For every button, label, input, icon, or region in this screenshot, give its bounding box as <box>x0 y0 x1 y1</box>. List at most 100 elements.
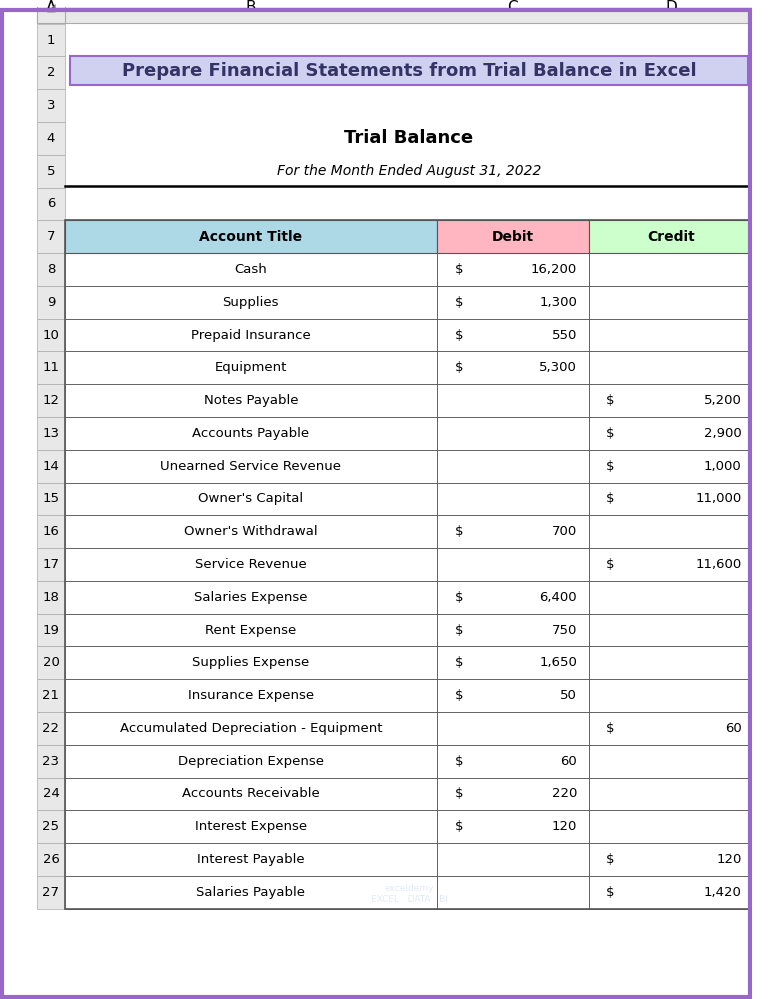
Bar <box>437 450 589 483</box>
Text: 1: 1 <box>47 34 55 47</box>
Bar <box>589 646 753 679</box>
Bar <box>589 876 753 909</box>
Text: Equipment: Equipment <box>214 362 287 375</box>
Bar <box>37 385 65 417</box>
Text: 16: 16 <box>42 525 59 538</box>
Bar <box>37 548 65 580</box>
Text: Cash: Cash <box>234 263 267 276</box>
Bar <box>589 777 753 810</box>
Text: 11,000: 11,000 <box>695 493 742 505</box>
Text: Insurance Expense: Insurance Expense <box>187 689 314 702</box>
Text: Service Revenue: Service Revenue <box>195 558 306 571</box>
Bar <box>589 221 753 253</box>
Text: $: $ <box>455 754 463 767</box>
Bar <box>437 221 589 253</box>
Bar <box>37 319 65 352</box>
Text: 7: 7 <box>47 230 55 243</box>
Text: 15: 15 <box>42 493 59 505</box>
Text: Accounts Payable: Accounts Payable <box>192 427 310 440</box>
Bar <box>437 385 589 417</box>
Text: 21: 21 <box>42 689 59 702</box>
Text: Accounts Receivable: Accounts Receivable <box>182 787 319 800</box>
Text: Rent Expense: Rent Expense <box>205 623 296 636</box>
Bar <box>37 450 65 483</box>
Text: 220: 220 <box>551 787 577 800</box>
Text: Supplies: Supplies <box>223 296 279 309</box>
Text: Interest Payable: Interest Payable <box>197 853 305 866</box>
Bar <box>37 155 65 188</box>
Text: 2: 2 <box>47 66 55 79</box>
Text: 10: 10 <box>42 329 59 342</box>
Text: 60: 60 <box>725 722 742 735</box>
Bar <box>37 0 753 23</box>
Text: 5,300: 5,300 <box>539 362 577 375</box>
Bar <box>37 89 65 122</box>
Text: Prepare Financial Statements from Trial Balance in Excel: Prepare Financial Statements from Trial … <box>121 62 697 80</box>
Bar <box>589 319 753 352</box>
Bar <box>589 744 753 777</box>
Bar <box>65 646 437 679</box>
Bar <box>437 580 589 613</box>
Text: Salaries Payable: Salaries Payable <box>197 886 305 899</box>
Bar <box>37 712 65 744</box>
Text: Supplies Expense: Supplies Expense <box>192 656 310 669</box>
Bar <box>589 515 753 548</box>
Text: 17: 17 <box>42 558 59 571</box>
Bar <box>70 56 748 85</box>
Text: $: $ <box>607 558 615 571</box>
Bar <box>589 613 753 646</box>
Bar <box>589 286 753 319</box>
Bar <box>37 679 65 712</box>
Bar <box>65 580 437 613</box>
Text: $: $ <box>455 263 463 276</box>
Text: $: $ <box>455 623 463 636</box>
Text: $: $ <box>455 787 463 800</box>
Text: 25: 25 <box>42 820 59 833</box>
Bar <box>37 0 65 23</box>
Text: 5: 5 <box>47 165 55 178</box>
Bar <box>437 646 589 679</box>
Bar <box>437 286 589 319</box>
Text: 11,600: 11,600 <box>695 558 742 571</box>
Bar <box>437 483 589 515</box>
Text: Depreciation Expense: Depreciation Expense <box>177 754 324 767</box>
Bar <box>65 613 437 646</box>
Bar <box>65 385 437 417</box>
Bar <box>37 122 65 155</box>
Bar <box>437 810 589 843</box>
Bar <box>37 515 65 548</box>
Text: 700: 700 <box>551 525 577 538</box>
Text: Prepaid Insurance: Prepaid Insurance <box>191 329 310 342</box>
Bar <box>37 188 65 221</box>
Bar <box>589 580 753 613</box>
Text: Notes Payable: Notes Payable <box>204 394 298 407</box>
Bar <box>437 253 589 286</box>
Text: 120: 120 <box>717 853 742 866</box>
Text: B: B <box>246 0 256 15</box>
Text: Unearned Service Revenue: Unearned Service Revenue <box>161 460 341 473</box>
Text: 6: 6 <box>47 198 55 211</box>
Text: 18: 18 <box>42 590 59 603</box>
Text: $: $ <box>607 493 615 505</box>
Text: $: $ <box>455 590 463 603</box>
Bar <box>437 515 589 548</box>
Text: Accumulated Depreciation - Equipment: Accumulated Depreciation - Equipment <box>120 722 382 735</box>
Bar <box>65 744 437 777</box>
Text: 4: 4 <box>47 132 55 145</box>
Text: Salaries Expense: Salaries Expense <box>194 590 307 603</box>
Bar <box>37 613 65 646</box>
Text: 23: 23 <box>42 754 59 767</box>
Text: $: $ <box>455 525 463 538</box>
Text: 8: 8 <box>47 263 55 276</box>
Bar <box>37 417 65 450</box>
Bar <box>437 679 589 712</box>
Text: 60: 60 <box>560 754 577 767</box>
Bar <box>65 515 437 548</box>
Text: A: A <box>46 0 56 15</box>
Text: 19: 19 <box>42 623 59 636</box>
Text: ◢: ◢ <box>47 3 55 13</box>
Text: 5,200: 5,200 <box>703 394 742 407</box>
Bar <box>65 483 437 515</box>
Bar <box>65 548 437 580</box>
Text: 1,420: 1,420 <box>703 886 742 899</box>
